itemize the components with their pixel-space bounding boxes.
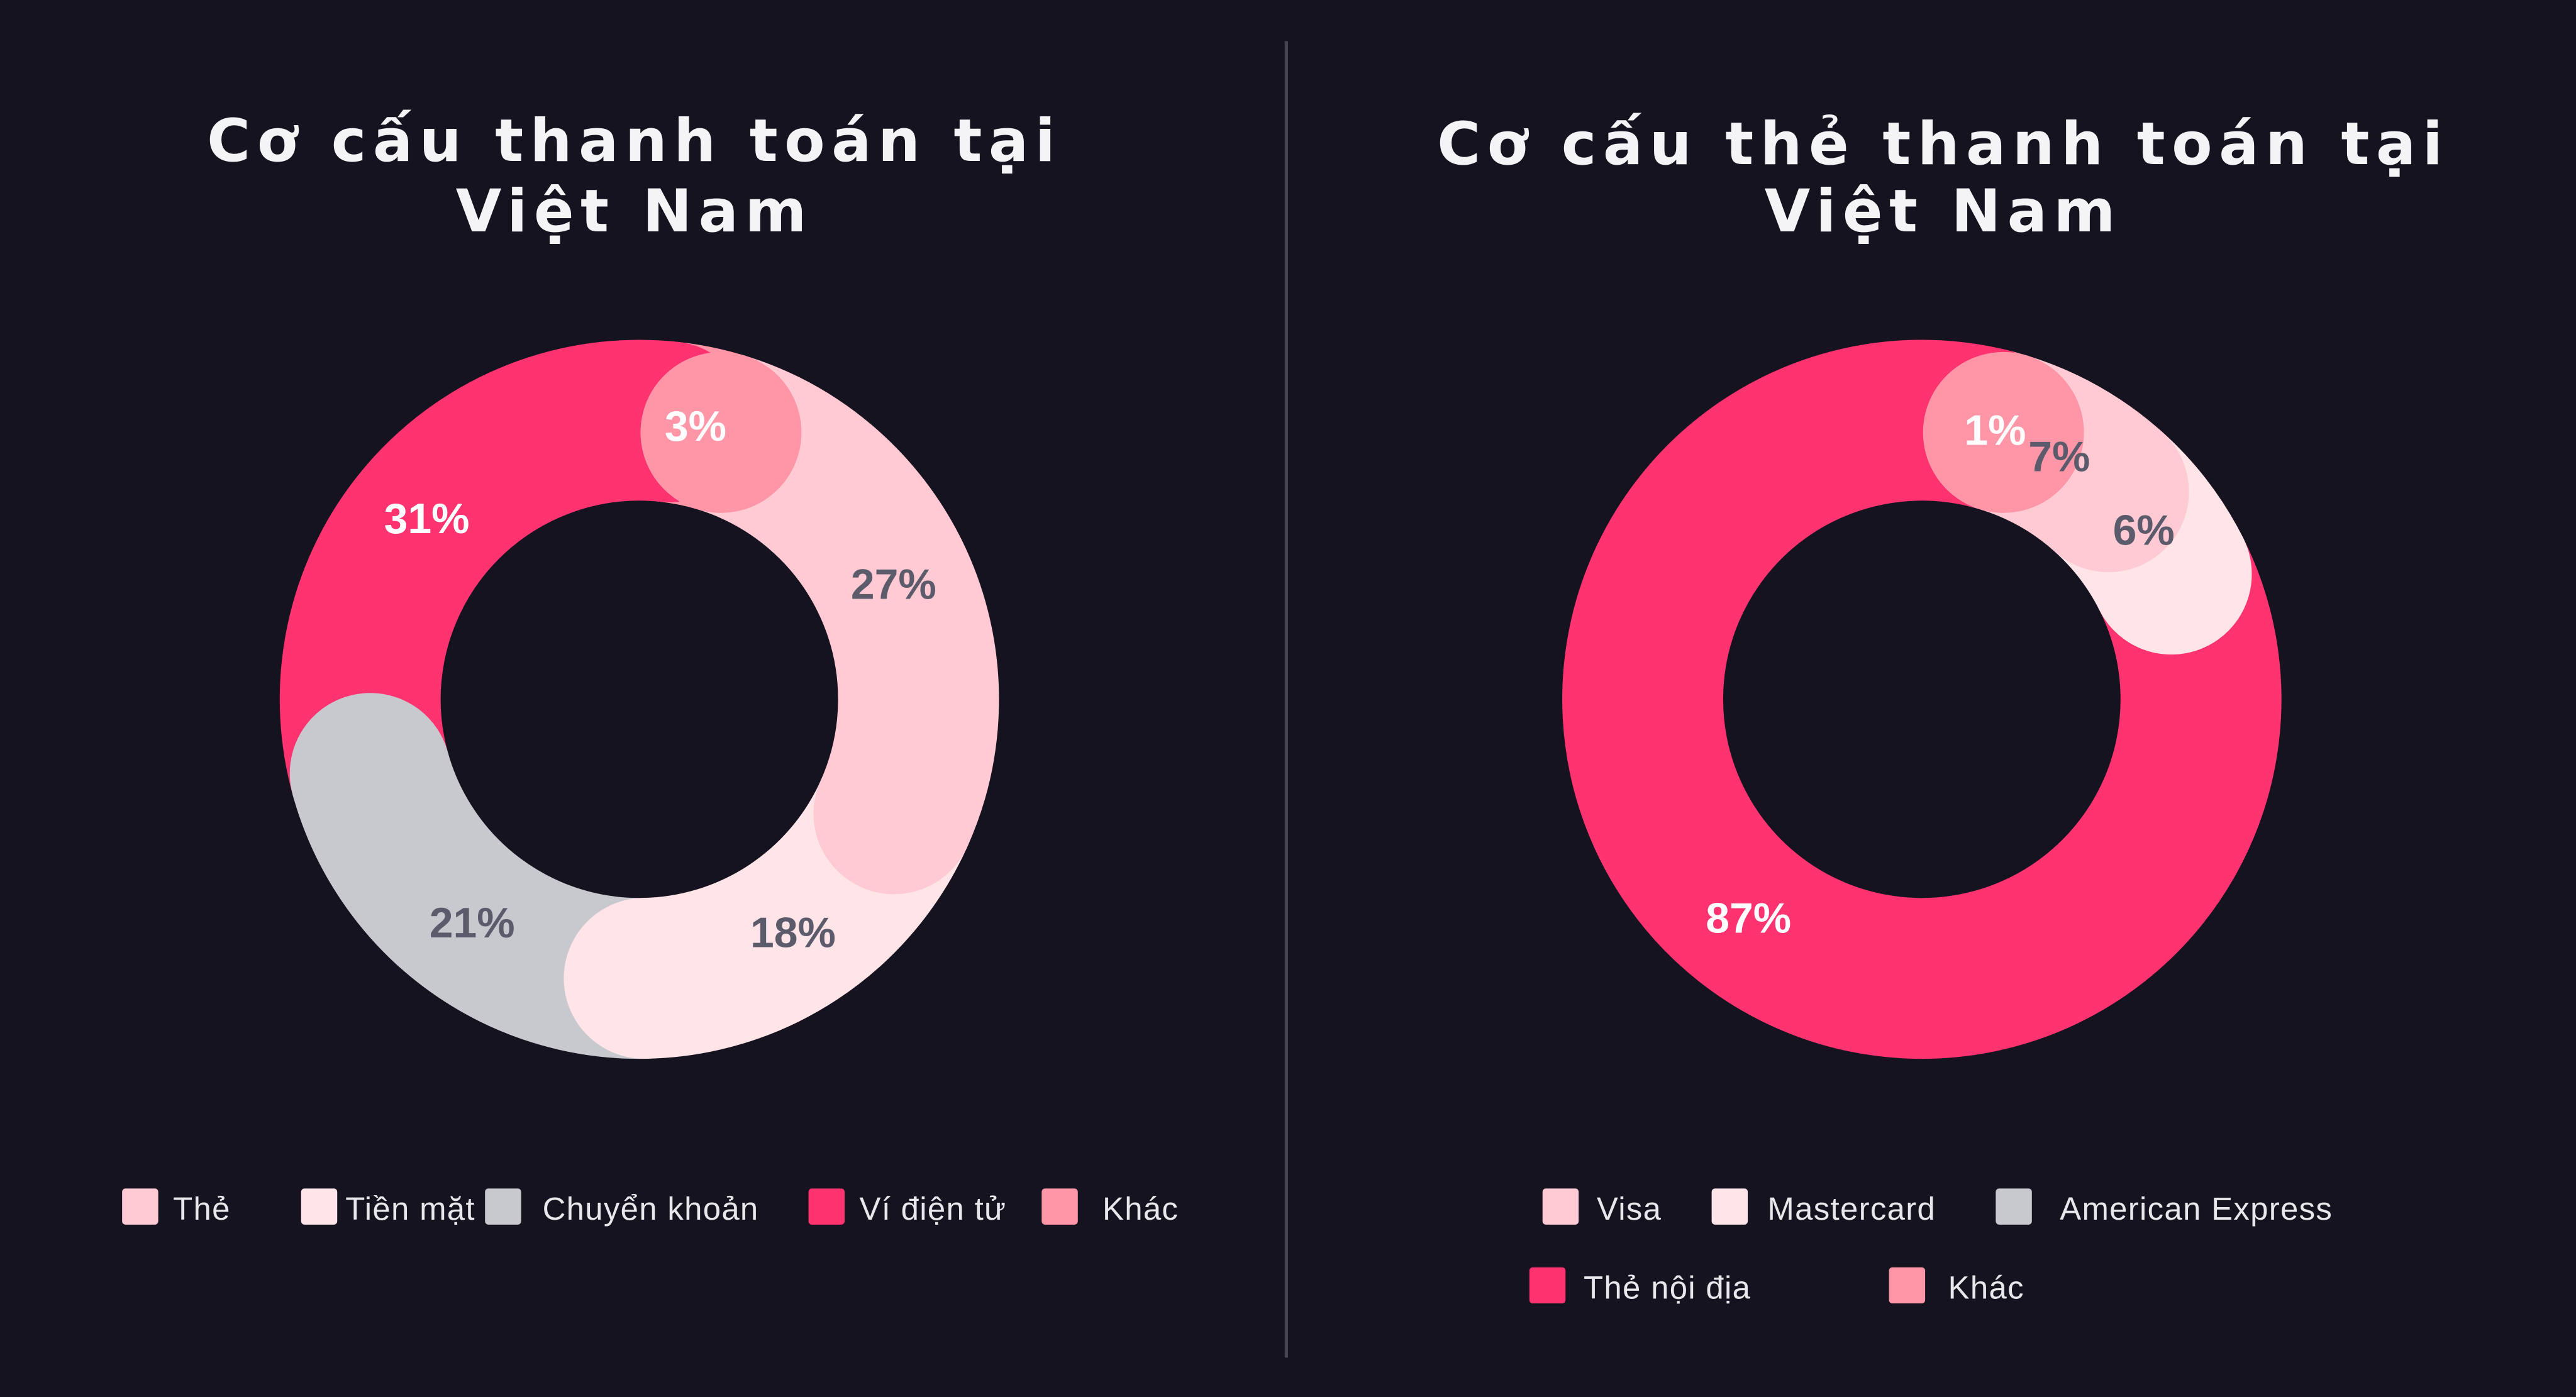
legend-swatch bbox=[1889, 1267, 1926, 1304]
data-label: 7% bbox=[2028, 433, 2090, 480]
chart-1-donut: 27% 18% 21% 31% 3% bbox=[279, 340, 999, 1059]
segment-thẻ-cap bbox=[813, 733, 975, 895]
legend-label: Thẻ nội địa bbox=[1584, 1269, 1751, 1305]
legend-item[interactable]: Thẻ nội địa bbox=[1529, 1267, 1751, 1306]
segment-end-cap bbox=[640, 351, 802, 513]
legend-label: Ví điện tử bbox=[860, 1191, 1007, 1227]
legend-item[interactable]: Thẻ bbox=[122, 1188, 231, 1227]
chart-2-title-line-2: Việt Nam bbox=[1765, 177, 2122, 246]
legend-label: Khác bbox=[1102, 1191, 1179, 1227]
segment-chuyển-khoản-cap bbox=[289, 693, 451, 854]
legend-swatch bbox=[808, 1188, 845, 1225]
data-label: 1% bbox=[1964, 407, 2026, 454]
legend-item[interactable]: Mastercard bbox=[1711, 1188, 1936, 1227]
legend-item[interactable]: American Express bbox=[1996, 1188, 2333, 1227]
legend-swatch bbox=[1542, 1188, 1579, 1225]
chart-2-donut: 7% 6% 87% 1% bbox=[1562, 340, 2282, 1059]
legend-swatch bbox=[485, 1188, 521, 1225]
legend-swatch bbox=[1041, 1188, 1078, 1225]
segment-end-cap bbox=[1923, 351, 2084, 513]
legend-swatch bbox=[1996, 1188, 2032, 1225]
legend-swatch bbox=[1711, 1188, 1748, 1225]
chart-2-legend: Visa Mastercard American Express Thẻ nội đị… bbox=[1529, 1188, 2333, 1306]
chart-1: Cơ cấu thanh toán tại Việt Nam 27% 18% 21%… bbox=[122, 107, 1179, 1227]
legend-item[interactable]: Tiền mặt bbox=[301, 1188, 475, 1227]
data-label: 31% bbox=[384, 495, 470, 543]
chart-2: Cơ cấu thẻ thanh toán tại Việt Nam 7% 6% 8… bbox=[1437, 110, 2449, 1306]
legend-label: Visa bbox=[1597, 1191, 1662, 1227]
legend-item[interactable]: Chuyển khoản bbox=[485, 1188, 758, 1227]
legend-label: Mastercard bbox=[1767, 1191, 1936, 1227]
data-label: 3% bbox=[665, 403, 726, 450]
legend-label: Tiền mặt bbox=[345, 1191, 475, 1227]
legend-swatch bbox=[122, 1188, 158, 1225]
data-label: 18% bbox=[750, 909, 836, 956]
segment-thẻ-nội-địa[interactable] bbox=[1562, 340, 2282, 1059]
chart-2-title-line-1: Cơ cấu thẻ thanh toán tại bbox=[1437, 110, 2449, 179]
legend-label: Thẻ bbox=[173, 1191, 231, 1227]
chart-1-title-line-2: Việt Nam bbox=[456, 177, 813, 246]
segment-tiền-mặt-cap bbox=[564, 898, 725, 1059]
data-label: 6% bbox=[2113, 507, 2175, 554]
chart-1-title-line-1: Cơ cấu thanh toán tại bbox=[207, 107, 1062, 175]
data-label: 27% bbox=[851, 561, 936, 608]
legend-swatch bbox=[301, 1188, 338, 1225]
legend-label: Chuyển khoản bbox=[543, 1191, 759, 1227]
chart-1-legend: Thẻ Tiền mặt Chuyển khoản Ví điện tử Khác bbox=[122, 1188, 1179, 1227]
data-label: 87% bbox=[1706, 895, 1791, 942]
legend-item[interactable]: Visa bbox=[1542, 1188, 1662, 1227]
legend-item[interactable]: Ví điện tử bbox=[808, 1188, 1007, 1227]
legend-item[interactable]: Khác bbox=[1041, 1188, 1179, 1227]
legend-item[interactable]: Khác bbox=[1889, 1267, 2024, 1306]
segment-ví-điện-tử[interactable] bbox=[279, 340, 679, 795]
data-label: 21% bbox=[430, 900, 515, 947]
legend-swatch bbox=[1529, 1267, 1566, 1304]
legend-label: American Express bbox=[2060, 1191, 2333, 1227]
legend-label: Khác bbox=[1948, 1269, 2024, 1305]
